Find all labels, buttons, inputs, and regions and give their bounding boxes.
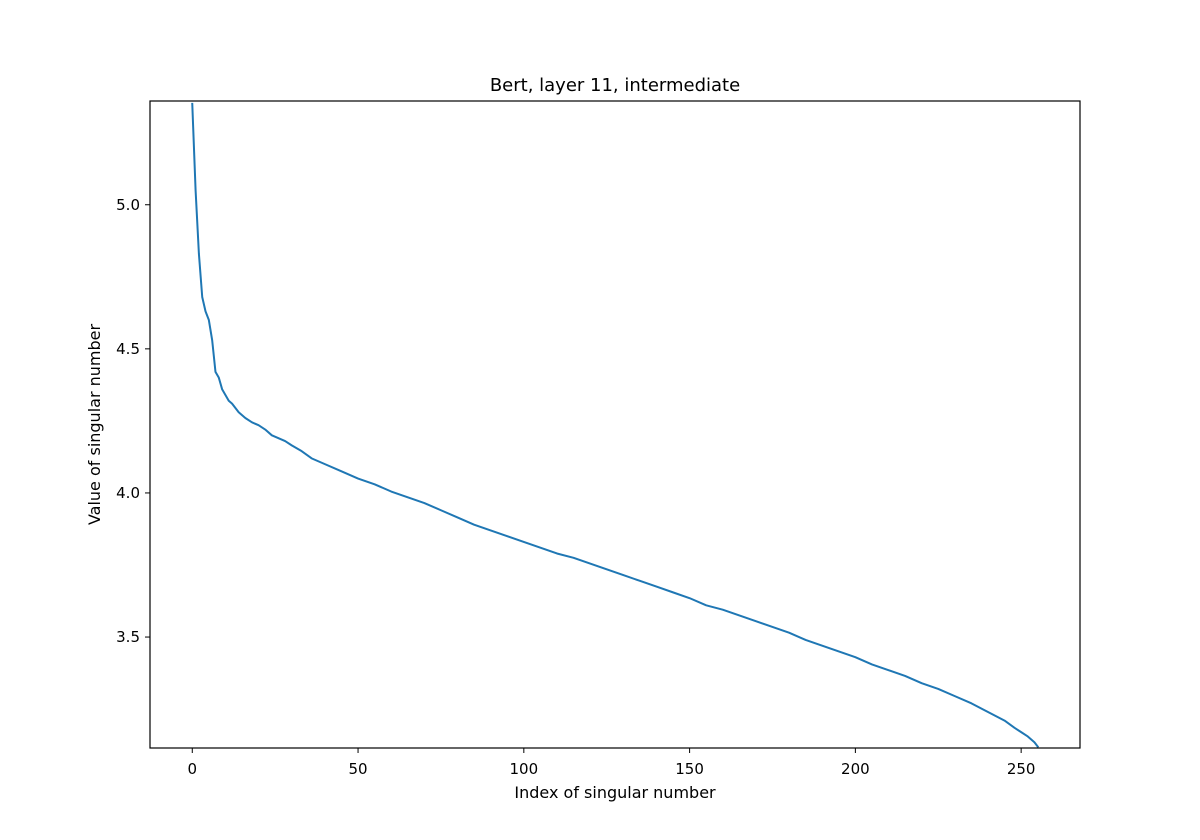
y-tick-label: 4.0	[116, 484, 140, 502]
chart-title: Bert, layer 11, intermediate	[490, 75, 740, 96]
y-axis-label: Value of singular number	[85, 324, 104, 526]
x-axis: 0 50 100 150 200 250	[187, 748, 1035, 778]
y-tick-label: 3.5	[116, 628, 140, 646]
y-axis: 3.5 4.0 4.5 5.0	[116, 196, 150, 646]
x-tick-label: 200	[841, 760, 870, 778]
series-line-0	[191, 102, 1040, 748]
y-tick-label: 5.0	[116, 196, 140, 214]
x-tick-label: 250	[1007, 760, 1036, 778]
x-tick-label: 50	[349, 760, 368, 778]
x-axis-label: Index of singular number	[514, 783, 716, 802]
x-tick-label: 150	[675, 760, 704, 778]
plot-frame	[149, 100, 1081, 749]
x-tick-label: 100	[510, 760, 539, 778]
y-tick-label: 4.5	[116, 340, 140, 358]
x-tick-label: 0	[187, 760, 197, 778]
plot-area	[191, 102, 1040, 748]
